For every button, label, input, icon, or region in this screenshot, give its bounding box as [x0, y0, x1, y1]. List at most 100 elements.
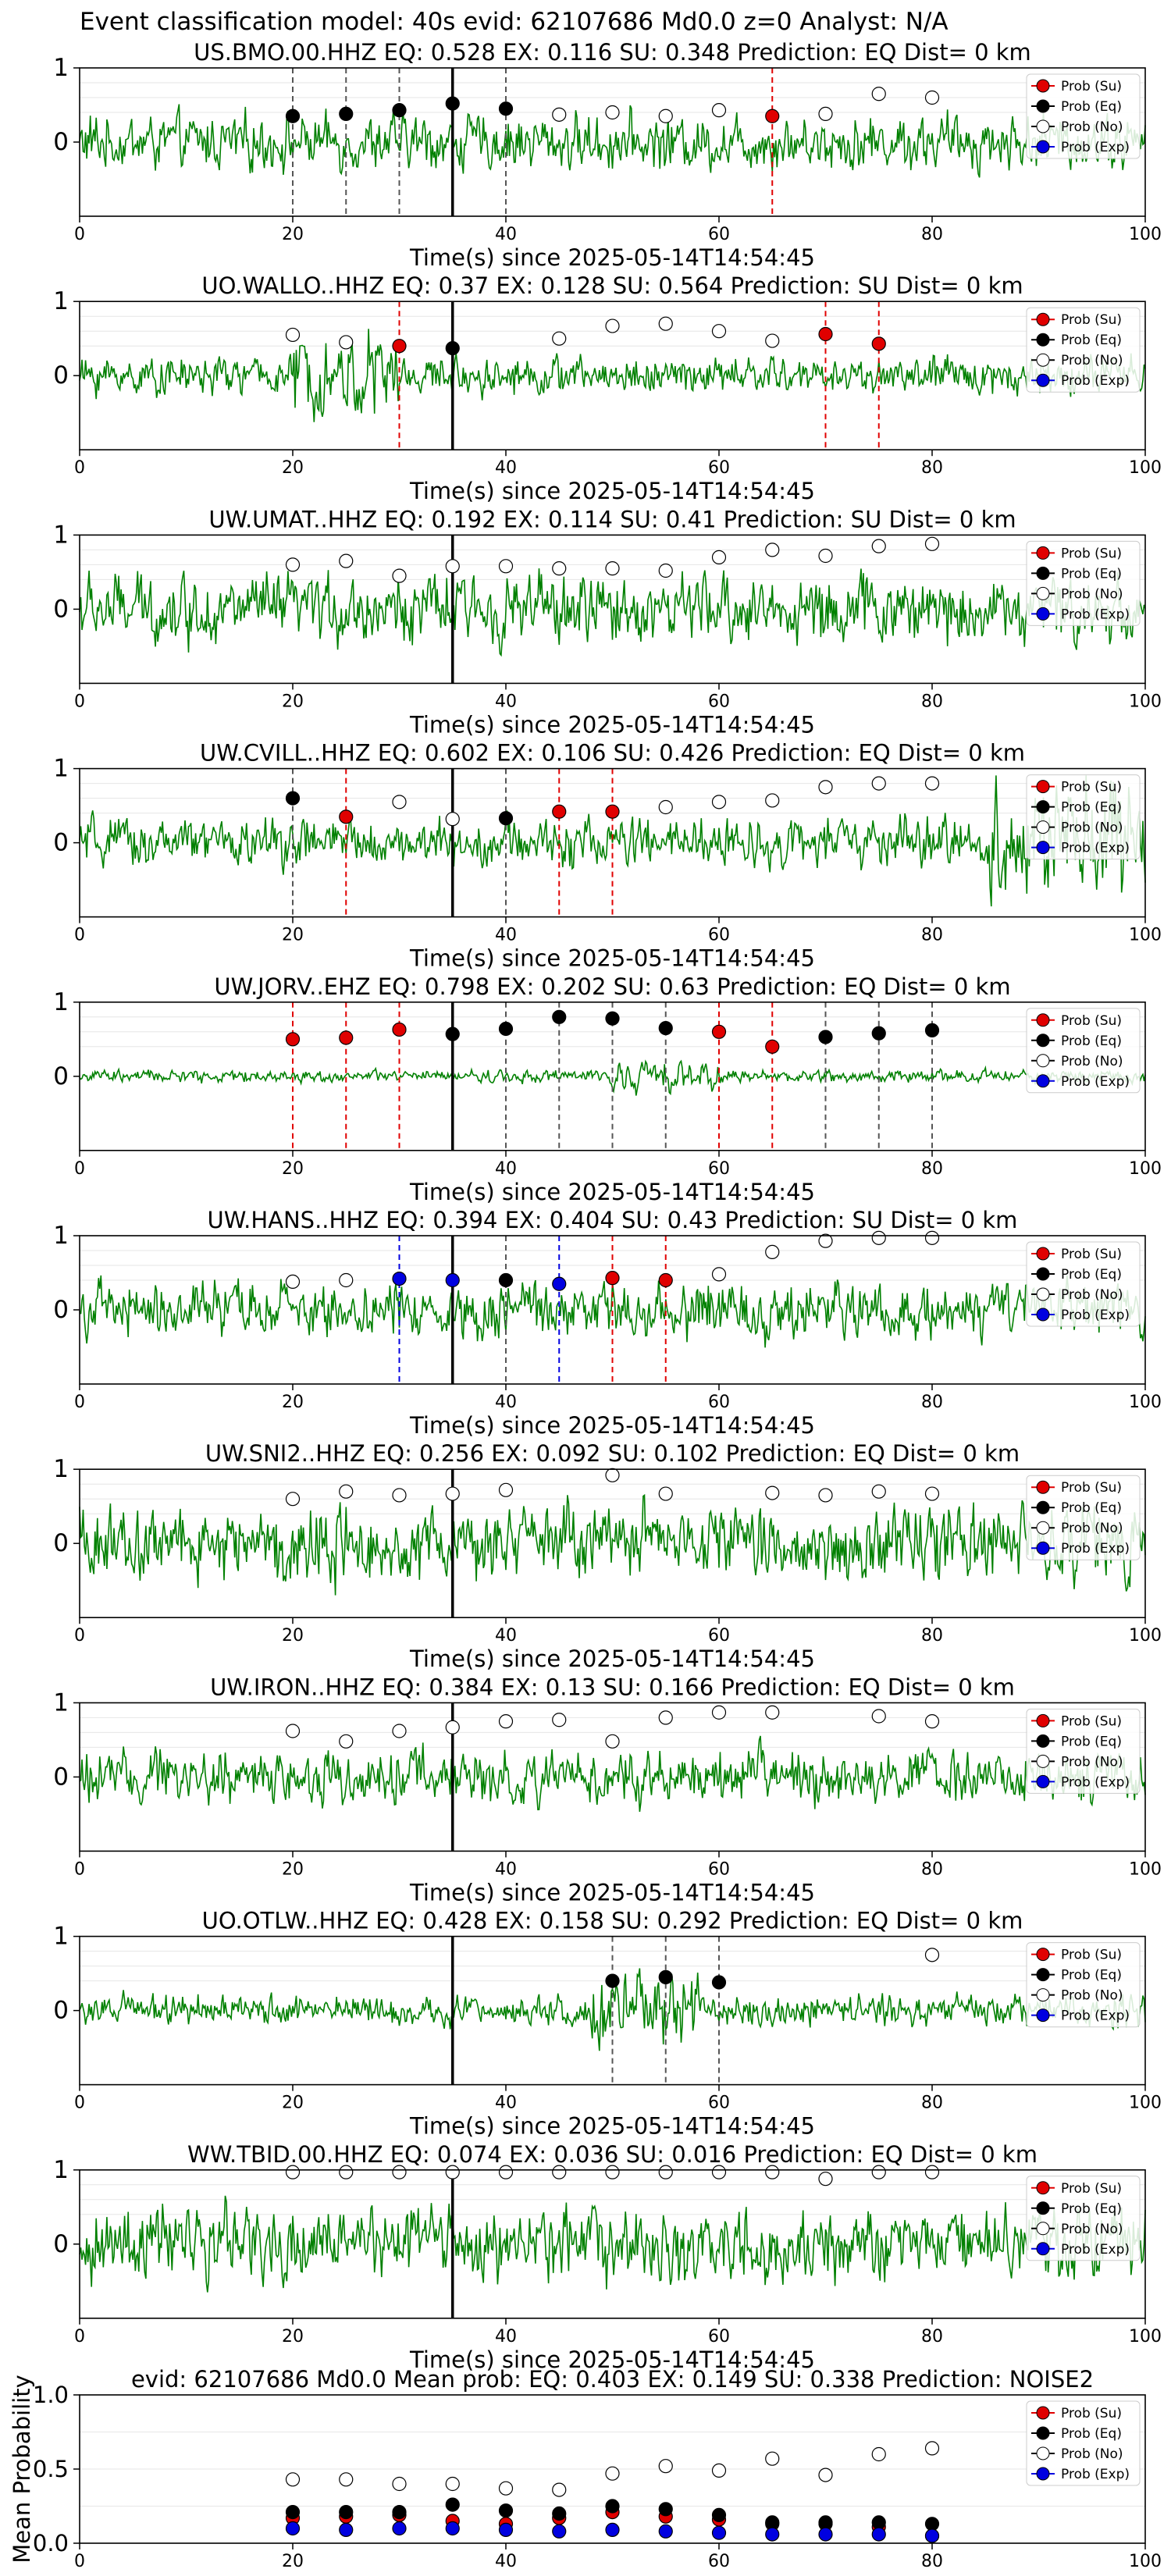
x-tick-label: 0: [74, 1626, 85, 1646]
prob-point-no: [818, 1233, 833, 1248]
legend-label-eq: Prob (Eq): [1061, 800, 1122, 816]
y-tick-label: 1: [53, 521, 69, 549]
panel-title: WW.TBID.00.HHZ EQ: 0.074 EX: 0.036 SU: 0…: [187, 2141, 1038, 2168]
x-tick-label: 100: [1129, 1859, 1162, 1879]
panel-10: WW.TBID.00.HHZ EQ: 0.074 EX: 0.036 SU: 0…: [53, 2141, 1162, 2373]
mean-prob-point-no: [285, 2472, 301, 2487]
legend-marker-no: [1036, 2446, 1050, 2460]
panel-title: UO.WALLO..HHZ EQ: 0.37 EX: 0.128 SU: 0.5…: [201, 272, 1023, 299]
prob-point-no: [711, 550, 727, 565]
legend-marker-no: [1036, 353, 1050, 367]
legend-marker-no: [1036, 2222, 1050, 2236]
x-tick-label: 60: [708, 2327, 730, 2347]
panel-title: UW.CVILL..HHZ EQ: 0.602 EX: 0.106 SU: 0.…: [200, 740, 1025, 767]
x-tick-label: 60: [708, 2094, 730, 2113]
x-tick-label: 80: [921, 1626, 943, 1646]
mean-prob-point-eq: [924, 2517, 940, 2532]
x-tick-label: 60: [708, 2552, 730, 2571]
mean-prob-point-eq: [339, 2505, 354, 2520]
x-tick-label: 40: [495, 1393, 517, 1412]
prob-point-no: [658, 109, 673, 123]
y-tick-label: 0.5: [33, 2456, 69, 2482]
prob-point-no: [552, 1713, 567, 1727]
legend-label-exp: Prob (Exp): [1061, 1541, 1130, 1557]
x-tick-label: 60: [708, 1159, 730, 1179]
x-tick-label: 20: [282, 2094, 304, 2113]
prob-point-no: [765, 1705, 780, 1720]
legend-marker-su: [1036, 312, 1050, 326]
legend-label-eq: Prob (Eq): [1061, 1734, 1122, 1749]
prob-point-su: [711, 1024, 727, 1039]
x-tick-label: 40: [495, 926, 517, 945]
x-tick-label: 20: [282, 1626, 304, 1646]
x-tick-label: 20: [282, 458, 304, 478]
prob-point-no: [605, 1734, 620, 1749]
legend-label-exp: Prob (Exp): [1061, 2467, 1130, 2482]
x-tick-label: 80: [921, 2094, 943, 2113]
prob-point-eq: [498, 811, 514, 826]
legend-label-exp: Prob (Exp): [1061, 140, 1130, 155]
prob-point-no: [658, 316, 673, 331]
x-tick-label: 0: [74, 458, 85, 478]
prob-point-eq: [498, 101, 514, 116]
mean-prob-point-exp: [924, 2528, 940, 2543]
legend-label-eq: Prob (Eq): [1061, 99, 1122, 115]
legend-label-eq: Prob (Eq): [1061, 1500, 1122, 1516]
mean-prob-point-no: [924, 2441, 940, 2456]
prob-point-no: [711, 103, 727, 118]
prob-point-eq: [445, 340, 460, 356]
legend-label-exp: Prob (Exp): [1061, 1074, 1130, 1090]
legend-label-su: Prob (Su): [1061, 1480, 1122, 1496]
legend-label-eq: Prob (Eq): [1061, 1267, 1122, 1283]
prob-point-eq: [392, 103, 407, 118]
mean-prob-point-eq: [711, 2507, 727, 2522]
prob-point-eq: [285, 109, 301, 123]
prob-point-no: [498, 2165, 514, 2179]
legend-marker-su: [1036, 1948, 1050, 1962]
panel-6: UW.HANS..HHZ EQ: 0.394 EX: 0.404 SU: 0.4…: [53, 1207, 1162, 1439]
prob-point-no: [392, 1488, 407, 1503]
x-axis-label: Time(s) since 2025-05-14T14:54:45: [409, 1646, 815, 1672]
y-tick-label: 1: [53, 988, 69, 1016]
panel-title: UW.JORV..EHZ EQ: 0.798 EX: 0.202 SU: 0.6…: [214, 973, 1010, 1000]
y-tick-label: 0: [53, 128, 69, 156]
mean-prob-point-exp: [445, 2521, 460, 2536]
mean-prob-point-no: [339, 2472, 354, 2487]
legend-label-eq: Prob (Eq): [1061, 2201, 1122, 2217]
legend-marker-exp: [1036, 607, 1050, 621]
panel-9: UO.OTLW..HHZ EQ: 0.428 EX: 0.158 SU: 0.2…: [53, 1908, 1162, 2140]
mean-prob-point-exp: [392, 2521, 407, 2536]
legend-label-su: Prob (Su): [1061, 1713, 1122, 1729]
x-tick-label: 100: [1129, 1626, 1162, 1646]
x-axis-label: Time(s) since 2025-05-14T14:54:45: [409, 711, 815, 738]
prob-point-eq: [339, 106, 354, 121]
legend-label-su: Prob (Su): [1061, 2181, 1122, 2197]
legend-label-exp: Prob (Exp): [1061, 841, 1130, 856]
x-tick-label: 60: [708, 926, 730, 945]
x-tick-label: 80: [921, 692, 943, 711]
legend-label-eq: Prob (Eq): [1061, 1968, 1122, 1984]
legend-marker-exp: [1036, 140, 1050, 154]
panel-title: US.BMO.00.HHZ EQ: 0.528 EX: 0.116 SU: 0.…: [194, 39, 1031, 66]
prob-point-no: [392, 568, 407, 583]
prob-point-eq: [818, 1030, 833, 1044]
x-axis-label: Time(s) since 2025-05-14T14:54:45: [409, 244, 815, 271]
y-tick-label: 1: [53, 2156, 69, 2184]
legend-marker-su: [1036, 2406, 1050, 2420]
x-tick-label: 0: [74, 2327, 85, 2347]
mean-prob-point-eq: [445, 2497, 460, 2512]
y-tick-label: 1: [53, 287, 69, 315]
mean-prob-point-no: [711, 2463, 727, 2478]
mean-prob-point-exp: [818, 2527, 833, 2542]
x-tick-label: 20: [282, 225, 304, 244]
prob-point-eq: [711, 1975, 727, 1990]
prob-point-no: [658, 1486, 673, 1501]
panel-11: evid: 62107686 Md0.0 Mean prob: EQ: 0.40…: [9, 2366, 1162, 2571]
y-tick-label: 1.0: [33, 2382, 69, 2408]
mean-prob-point-eq: [285, 2505, 301, 2520]
prob-point-eq: [924, 1023, 940, 1038]
legend-label-su: Prob (Su): [1061, 2406, 1122, 2421]
legend-marker-exp: [1036, 1774, 1050, 1788]
mean-prob-point-exp: [658, 2524, 673, 2539]
